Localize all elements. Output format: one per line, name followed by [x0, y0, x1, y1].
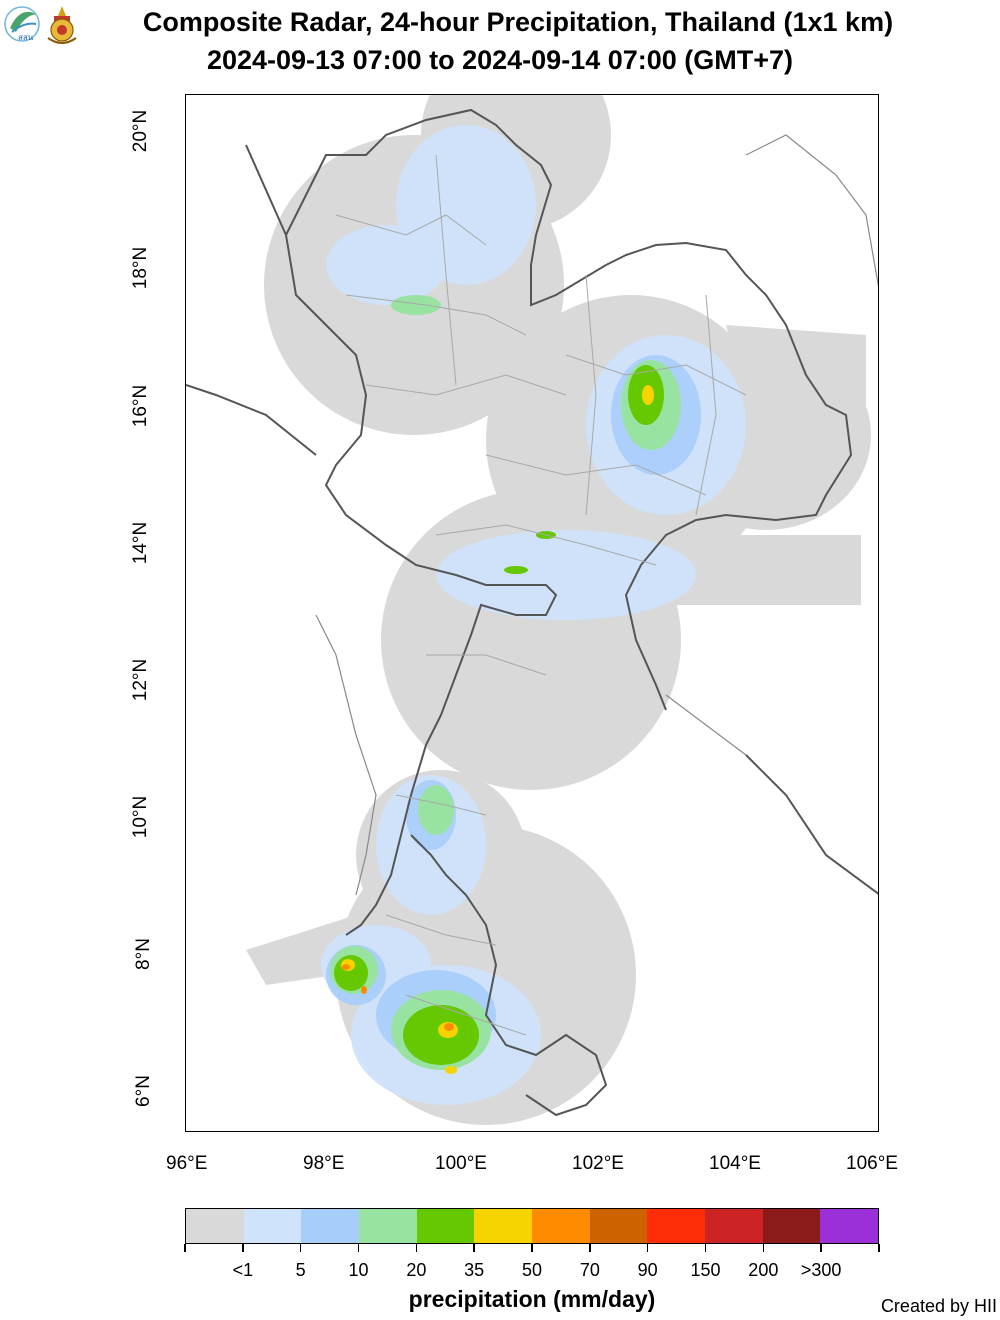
colorbar-title: precipitation (mm/day) [408, 1286, 656, 1312]
colorbar-tick [415, 1244, 418, 1252]
lat-tick-label: 14°N [130, 521, 152, 565]
lon-tick-label: 102°E [572, 1153, 624, 1174]
lat-tick-label: 16°N [130, 384, 152, 428]
credit-text: Created by HII [880, 1296, 997, 1316]
colorbar-tick [762, 1244, 765, 1252]
precipitation-colorbar [185, 1208, 879, 1244]
colorbar-label: <1 [232, 1260, 254, 1280]
colorbar-swatch [647, 1209, 706, 1243]
lat-tick-label: 6°N [132, 1075, 154, 1107]
colorbar-swatch [474, 1209, 533, 1243]
lon-tick-label: 98°E [303, 1153, 345, 1174]
colorbar-label: 10 [348, 1260, 369, 1280]
colorbar-swatch [416, 1209, 475, 1243]
agency-logos: สสน [2, 2, 82, 46]
colorbar-swatch [762, 1209, 821, 1243]
colorbar-label: 200 [748, 1260, 779, 1280]
colorbar-label: 5 [295, 1260, 306, 1280]
colorbar-swatch [532, 1209, 590, 1243]
colorbar-tick [184, 1244, 186, 1252]
colorbar-swatch [243, 1209, 302, 1243]
colorbar-tick [473, 1244, 475, 1252]
colorbar-tick [704, 1244, 707, 1252]
colorbar-tick [242, 1244, 244, 1252]
lon-tick-label: 106°E [846, 1153, 898, 1174]
colorbar-label: 150 [690, 1260, 721, 1280]
lat-tick-label: 10°N [130, 795, 152, 839]
lat-tick-label: 12°N [130, 658, 152, 702]
colorbar-label: 50 [521, 1260, 543, 1280]
lat-tick-label: 20°N [130, 109, 152, 153]
lon-tick-label: 96°E [166, 1153, 208, 1174]
colorbar-swatch [301, 1209, 360, 1243]
colorbar-label: 90 [637, 1260, 658, 1280]
coastline [315, 134, 878, 896]
map-canvas [186, 95, 878, 1125]
colorbar-tick [357, 1244, 360, 1252]
colorbar-label: 20 [406, 1260, 427, 1280]
colorbar-swatch [589, 1209, 648, 1243]
colorbar-tick [299, 1244, 302, 1252]
colorbar-tick [589, 1244, 591, 1252]
radar-map [185, 94, 879, 1132]
svg-text:สสน: สสน [18, 33, 34, 42]
lat-tick-label: 18°N [130, 246, 152, 290]
colorbar-label: >300 [800, 1260, 842, 1280]
colorbar-tick [531, 1244, 533, 1252]
royal-emblem-icon [47, 6, 77, 44]
colorbar-label: 70 [579, 1260, 600, 1280]
lon-tick-label: 100°E [435, 1153, 487, 1174]
colorbar-swatch [820, 1209, 879, 1243]
lon-tick-label: 104°E [709, 1153, 761, 1174]
colorbar-tick [878, 1244, 880, 1252]
hii-logo-icon: สสน [4, 6, 40, 42]
province-boundaries [335, 154, 747, 1036]
colorbar-swatch [186, 1209, 244, 1243]
rain-extreme [342, 964, 454, 1031]
chart-subtitle-date-range: 2024-09-13 07:00 to 2024-09-14 07:00 (GM… [206, 45, 794, 75]
chart-title: Composite Radar, 24-hour Precipitation, … [142, 7, 894, 37]
colorbar-tick [820, 1244, 822, 1252]
colorbar-label: 35 [464, 1260, 485, 1280]
colorbar-swatch [359, 1209, 417, 1243]
colorbar-tick [646, 1244, 649, 1252]
country-borders [186, 108, 878, 1117]
lat-tick-label: 8°N [132, 938, 154, 970]
colorbar-swatch [705, 1209, 763, 1243]
